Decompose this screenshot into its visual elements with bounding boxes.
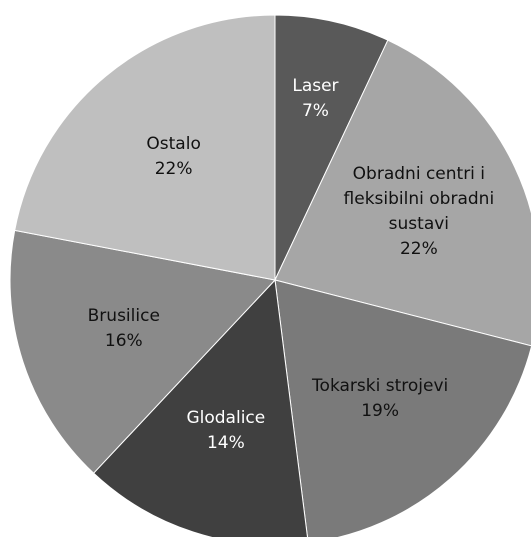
category-label: Obradni centri i fleksibilni obradni sus…	[343, 164, 495, 235]
category-label: Glodalice	[186, 408, 266, 429]
value-label: 22%	[399, 239, 438, 260]
value-label: 7%	[301, 100, 329, 121]
slice-label: Tokarski strojevi 19%	[285, 374, 475, 424]
category-label: Ostalo	[146, 134, 201, 155]
slice-label: Laser 7%	[220, 74, 410, 124]
pie-slice	[274, 14, 389, 281]
value-label: 19%	[361, 401, 400, 422]
value-label: 14%	[206, 433, 245, 454]
slice-label: Glodalice 14%	[131, 406, 321, 456]
pie-slice	[274, 39, 531, 347]
value-label: 16%	[104, 331, 143, 352]
slice-label: Brusilice 16%	[29, 304, 219, 354]
category-label: Tokarski strojevi	[312, 376, 449, 397]
pie-slice	[9, 229, 276, 474]
category-label: Brusilice	[87, 306, 160, 327]
pie-slice	[14, 14, 276, 281]
value-label: 22%	[154, 159, 193, 180]
slice-label: Ostalo 22%	[79, 132, 269, 182]
slice-label: Obradni centri i fleksibilni obradni sus…	[319, 162, 519, 262]
pie-slice	[274, 279, 531, 537]
pie-slice	[92, 278, 308, 537]
category-label: Laser	[292, 75, 339, 96]
